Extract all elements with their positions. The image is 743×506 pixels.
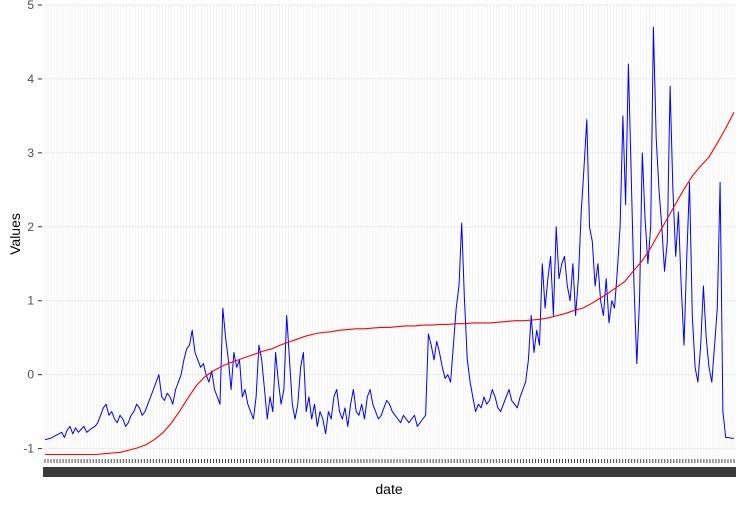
series-line-blue <box>44 26 734 441</box>
y-tick-label: 1 <box>27 294 34 308</box>
series-line-red <box>45 111 735 456</box>
plot-panel <box>43 5 736 456</box>
y-tick-label: 5 <box>27 0 34 12</box>
y-tick-label: 4 <box>27 72 34 86</box>
x-axis-title: date <box>375 481 402 497</box>
y-tick-label: -1 <box>23 442 34 456</box>
series-layer <box>44 26 735 456</box>
y-tick-label: 2 <box>27 220 34 234</box>
y-tick-label: 0 <box>27 368 34 382</box>
horizontal-gridlines <box>43 4 736 450</box>
y-tick-label: 3 <box>27 146 34 160</box>
y-axis-title: Values <box>7 213 23 255</box>
x-tick-label-band <box>43 467 736 477</box>
y-axis-ticks: -1 0 1 2 3 4 5 <box>23 0 42 456</box>
x-axis-ticks <box>44 459 735 463</box>
vertical-gridlines <box>44 5 735 456</box>
